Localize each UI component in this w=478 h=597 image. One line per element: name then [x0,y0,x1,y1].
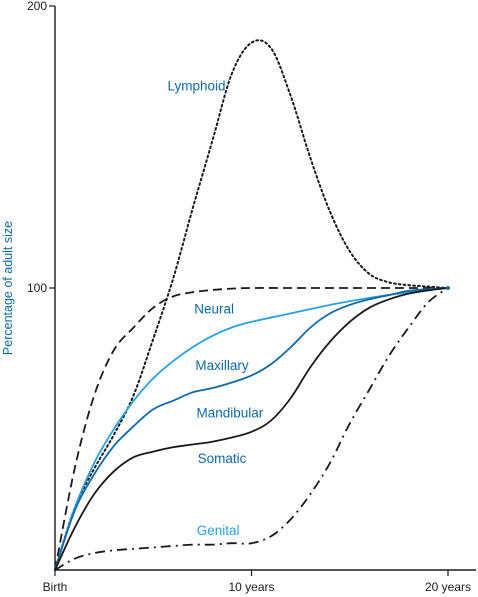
y-axis-label: Percentage of adult size [1,221,15,355]
series-label-neural: Neural [194,301,234,316]
series-label-maxillary: Maxillary [195,358,249,373]
x-tick-label: 20 years [425,580,471,594]
x-tick-label: Birth [43,580,68,594]
series-line-neural [54,287,448,571]
y-tick-label: 200 [27,0,47,13]
x-tick-label: 10 years [228,580,274,594]
series-line-lymphoid [54,39,449,571]
series-label-mandibular: Mandibular [196,406,263,421]
series-annotations: Lymphoid Neural Maxillary Mandibular Somatic… [167,79,263,538]
series-label-genital: Genital [197,523,240,538]
series-lines [54,39,450,571]
axes: 100 200 Birth 10 years 20 years [27,0,476,594]
series-label-lymphoid: Lymphoid [167,79,225,94]
series-line-maxillary [54,287,449,571]
series-label-somatic: Somatic [198,451,247,466]
y-tick-label: 100 [27,281,47,295]
series-line-genital [54,287,449,571]
series-line-mandibular [54,287,449,571]
series-line-general [54,287,449,571]
convergence-point [446,286,450,290]
